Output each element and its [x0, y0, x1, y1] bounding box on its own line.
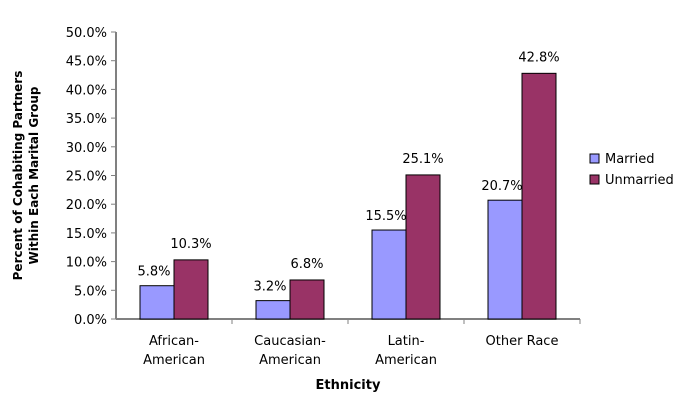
- y-tick-label: 25.0%: [66, 170, 107, 185]
- y-tick-label: 40.0%: [66, 83, 107, 98]
- data-label: 42.8%: [518, 50, 559, 65]
- data-label: 15.5%: [365, 209, 406, 224]
- y-tick-label: 0.0%: [74, 313, 107, 328]
- y-tick-label: 20.0%: [66, 198, 107, 213]
- x-axis-title: Ethnicity: [316, 378, 381, 393]
- x-tick-label: American: [143, 353, 205, 368]
- y-tick-label: 30.0%: [66, 141, 107, 156]
- x-tick-label: African-: [149, 334, 199, 349]
- legend-label: Unmarried: [605, 173, 674, 188]
- y-tick-label: 35.0%: [66, 112, 107, 127]
- legend-label: Married: [605, 152, 655, 167]
- x-tick-label: Latin-: [388, 334, 425, 349]
- data-label: 5.8%: [137, 265, 170, 280]
- legend-swatch: [589, 153, 600, 164]
- y-tick-label: 50.0%: [66, 26, 107, 41]
- x-tick-label: American: [375, 353, 437, 368]
- bar-married: [255, 300, 291, 320]
- bar-unmarried: [289, 279, 325, 320]
- x-tick-label: American: [259, 353, 321, 368]
- bar-married: [139, 285, 175, 320]
- data-label: 3.2%: [253, 280, 286, 295]
- bar-unmarried: [173, 259, 209, 320]
- y-tick-label: 10.0%: [66, 256, 107, 271]
- legend-swatch: [589, 174, 600, 185]
- bar-married: [371, 229, 407, 320]
- bar-married: [487, 199, 523, 320]
- data-label: 6.8%: [290, 257, 323, 272]
- data-label: 20.7%: [481, 179, 522, 194]
- y-tick-label: 5.0%: [74, 284, 107, 299]
- bar-unmarried: [405, 174, 441, 320]
- y-axis-title: Percent of Cohabiting Partners: [11, 71, 25, 281]
- data-label: 10.3%: [170, 237, 211, 252]
- y-axis-title: Within Each Marital Group: [27, 86, 41, 264]
- x-tick-label: Other Race: [486, 334, 559, 349]
- y-tick-label: 15.0%: [66, 227, 107, 242]
- bar-unmarried: [521, 72, 557, 320]
- y-tick-label: 45.0%: [66, 55, 107, 70]
- x-tick-label: Caucasian-: [254, 334, 326, 349]
- data-label: 25.1%: [402, 152, 443, 167]
